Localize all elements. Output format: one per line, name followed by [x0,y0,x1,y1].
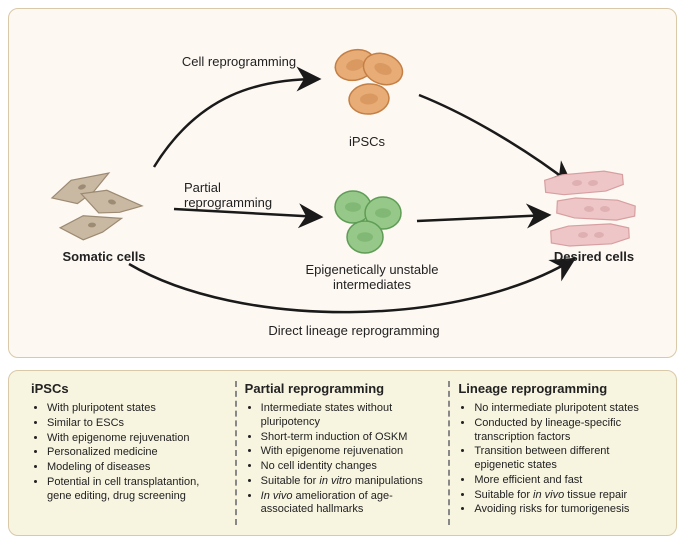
col-list: With pluripotent statesSimilar to ESCsWi… [31,402,227,503]
col-title: iPSCs [31,381,227,396]
col-lineage: Lineage reprogramming No intermediate pl… [448,381,662,525]
diagram-svg [9,9,678,359]
list-item: With pluripotent states [47,402,227,416]
col-list: No intermediate pluripotent statesConduc… [458,402,654,517]
col-list: Intermediate states without pluripotency… [245,402,441,517]
list-item: No intermediate pluripotent states [474,402,654,416]
list-item: Suitable for in vivo tissue repair [474,489,654,503]
list-item: More efficient and fast [474,474,654,488]
label-somatic: Somatic cells [49,249,159,264]
list-item: No cell identity changes [261,460,441,474]
diagram-panel: Somatic cells iPSCs Epigenetically unsta… [8,8,677,358]
info-panel: iPSCs With pluripotent statesSimilar to … [8,370,677,536]
list-item: Similar to ESCs [47,417,227,431]
list-item: Short-term induction of OSKM [261,431,441,445]
list-item: Potential in cell transplatantion, gene … [47,476,227,504]
col-ipscs: iPSCs With pluripotent statesSimilar to … [23,381,235,525]
label-epi: Epigenetically unstable intermediates [287,262,457,292]
label-path-bot: Direct lineage reprogramming [244,323,464,338]
label-ipscs: iPSCs [337,134,397,149]
list-item: Transition between different epigenetic … [474,445,654,473]
list-item: Personalized medicine [47,446,227,460]
list-item: With epigenome rejuvenation [47,432,227,446]
col-title: Lineage reprogramming [458,381,654,396]
label-path-top: Cell reprogramming [164,54,314,69]
col-partial: Partial reprogramming Intermediate state… [235,381,449,525]
list-item: Intermediate states without pluripotency [261,402,441,430]
col-title: Partial reprogramming [245,381,441,396]
list-item: In vivo amelioration of age-associated h… [261,490,441,518]
list-item: With epigenome rejuvenation [261,445,441,459]
list-item: Modeling of diseases [47,461,227,475]
label-desired: Desired cells [539,249,649,264]
label-path-mid: Partial reprogramming [184,180,304,210]
list-item: Avoiding risks for tumorigenesis [474,503,654,517]
list-item: Suitable for in vitro manipulations [261,475,441,489]
list-item: Conducted by lineage-specific transcript… [474,417,654,445]
